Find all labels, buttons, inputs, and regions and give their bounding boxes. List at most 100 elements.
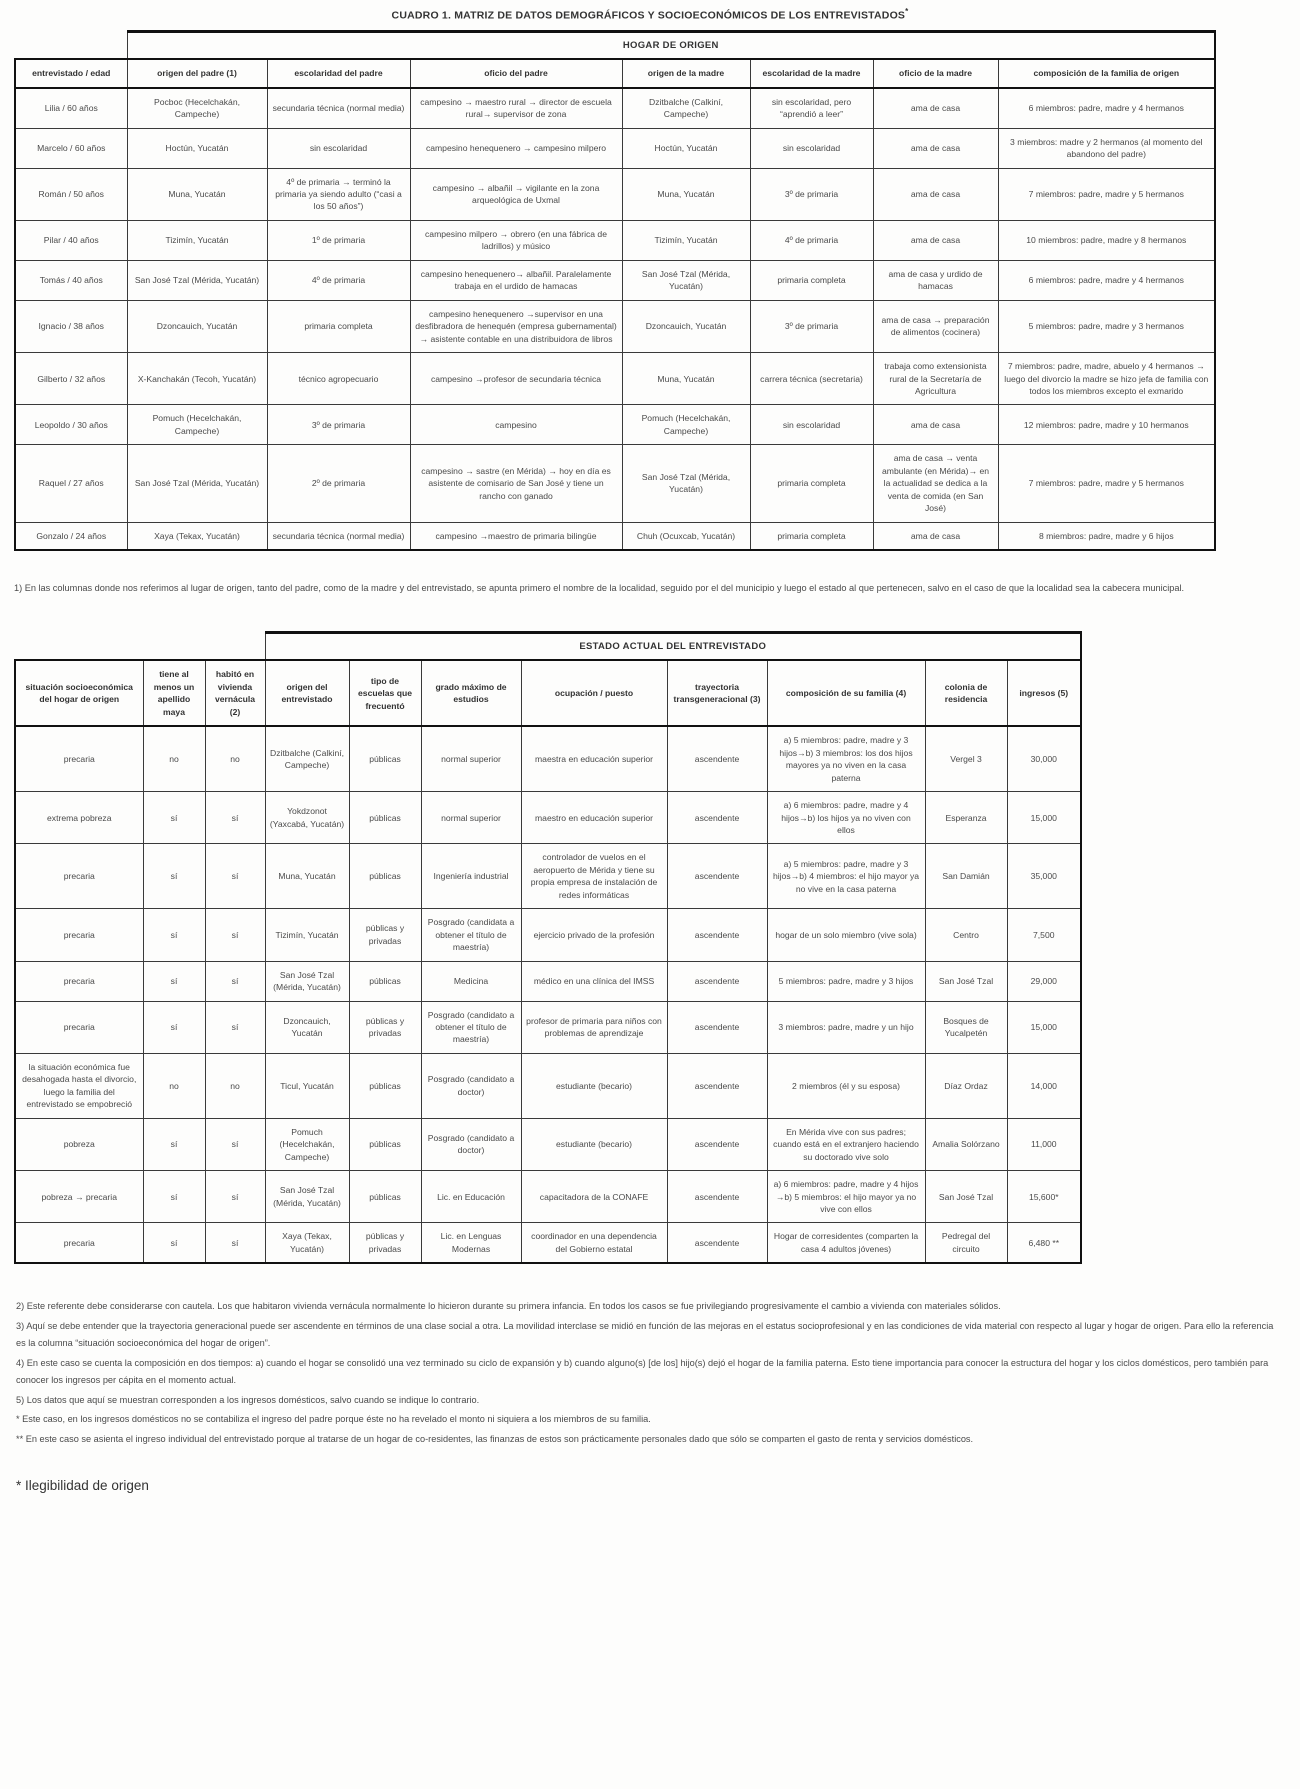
table2-band-spacer bbox=[15, 632, 265, 660]
table-cell: médico en una clínica del IMSS bbox=[520, 960, 668, 1002]
footnote-4: 4) En este caso se cuenta la composición… bbox=[16, 1357, 1269, 1386]
col-colonia: colonia de residencia bbox=[924, 659, 1008, 728]
table-cell: extrema pobreza bbox=[14, 791, 144, 845]
table-cell: 3 miembros: padre, madre y un hijo bbox=[766, 1000, 926, 1054]
table-cell: ascendente bbox=[666, 725, 768, 793]
table-cell: Chuh (Ocuxcab, Yucatán) bbox=[621, 521, 751, 552]
table-cell: sí bbox=[142, 1117, 206, 1172]
col-composicion-familia-origen: composición de la familia de origen bbox=[997, 58, 1217, 89]
col-oficio-padre: oficio del padre bbox=[409, 58, 623, 89]
table-cell: Dzoncauich, Yucatán bbox=[264, 1000, 350, 1054]
table-cell: Lilia / 60 años bbox=[14, 87, 128, 129]
table-cell: públicas bbox=[348, 1052, 422, 1119]
table-cell: 4º de primaria bbox=[266, 259, 411, 301]
table-cell: secundaria técnica (normal media) bbox=[266, 521, 411, 552]
table-row: precaria no no Dzitbalche (Calkiní, Campech… bbox=[14, 725, 1083, 793]
table-row: Raquel / 27 años San José Tzal (Mérida, Y… bbox=[14, 444, 1217, 523]
table-cell: Muna, Yucatán bbox=[126, 167, 268, 221]
table1-body: Lilia / 60 años Pocboc (Hecelchakán, Camp… bbox=[14, 87, 1217, 552]
table-cell: Ignacio / 38 años bbox=[14, 299, 128, 354]
col-situacion-socioeconomica: situación socioeconómica del hogar de or… bbox=[14, 659, 144, 728]
table-cell: ama de casa bbox=[872, 127, 999, 169]
table-cell: campesino →profesor de secundaria técnic… bbox=[409, 352, 623, 406]
table-cell: Ingeniería industrial bbox=[420, 843, 522, 910]
table-cell: ama de casa bbox=[872, 87, 999, 129]
table-cell: Hogar de corresidentes (comparten la cas… bbox=[766, 1222, 926, 1265]
table-cell: sin escolaridad, pero “aprendió a leer” bbox=[749, 87, 874, 129]
table-cell: campesino henequenero →supervisor en una… bbox=[409, 299, 623, 354]
table-cell: Raquel / 27 años bbox=[14, 444, 128, 523]
table-cell: ama de casa y urdido de hamacas bbox=[872, 259, 999, 301]
page-title: CUADRO 1. MATRIZ DE DATOS DEMOGRÁFICOS Y… bbox=[0, 0, 1300, 22]
table-row: Marcelo / 60 años Hoctún, Yucatán sin esco… bbox=[14, 127, 1217, 169]
table-cell: estudiante (becario) bbox=[520, 1052, 668, 1119]
table-cell: primaria completa bbox=[749, 444, 874, 523]
table-cell: ascendente bbox=[666, 908, 768, 962]
col-vivienda-vernacula: habitó en vivienda vernácula (2) bbox=[204, 659, 266, 728]
table-cell: ama de casa → preparación de alimentos (… bbox=[872, 299, 999, 354]
table-cell: Leopoldo / 30 años bbox=[14, 404, 128, 446]
table-cell: Posgrado (candidata a obtener el título … bbox=[420, 908, 522, 962]
table-cell: 29,000 bbox=[1006, 960, 1083, 1002]
col-apellido-maya: tiene al menos un apellido maya bbox=[142, 659, 206, 728]
footnote-5: 5) Los datos que aquí se muestran corres… bbox=[16, 1394, 480, 1405]
table-cell: precaria bbox=[14, 1000, 144, 1054]
table-cell: 3 miembros: madre y 2 hermanos (al momen… bbox=[997, 127, 1217, 169]
table-cell: 6,480 ** bbox=[1006, 1222, 1083, 1265]
table-cell: sí bbox=[204, 908, 266, 962]
table-cell: San José Tzal (Mérida, Yucatán) bbox=[621, 444, 751, 523]
table-cell: precaria bbox=[14, 1222, 144, 1265]
illegibility-note: * Ilegibilidad de origen bbox=[16, 1478, 149, 1494]
table-cell: capacitadora de la CONAFE bbox=[520, 1170, 668, 1224]
table-cell: ama de casa bbox=[872, 404, 999, 446]
table-row: precaria sí sí Tizimín, Yucatán públicas y p… bbox=[14, 908, 1083, 962]
table-cell: 7 miembros: padre, madre y 5 hermanos bbox=[997, 444, 1217, 523]
col-ingresos: ingresos (5) bbox=[1006, 659, 1083, 728]
table-cell: campesino milpero → obrero (en una fábri… bbox=[409, 219, 623, 261]
table-cell: Pilar / 40 años bbox=[14, 219, 128, 261]
table-cell: Posgrado (candidato a doctor) bbox=[420, 1117, 522, 1172]
table1-band-row: HOGAR DE ORIGEN bbox=[15, 29, 1217, 61]
table-cell: primaria completa bbox=[749, 521, 874, 552]
table-cell: Centro bbox=[924, 908, 1008, 962]
table-cell: ascendente bbox=[666, 1222, 768, 1265]
table-cell: Lic. en Educación bbox=[420, 1170, 522, 1224]
estado-actual-table: ESTADO ACTUAL DEL ENTREVISTADO situación… bbox=[14, 630, 1083, 1265]
table-cell: maestra en educación superior bbox=[520, 725, 668, 793]
table-cell: campesino henequenero → campesino milper… bbox=[409, 127, 623, 169]
table-cell: 1º de primaria bbox=[266, 219, 411, 261]
table-cell: pobreza bbox=[14, 1117, 144, 1172]
table-cell: públicas bbox=[348, 791, 422, 845]
table-cell: a) 5 miembros: padre, madre y 3 hijos→b)… bbox=[766, 725, 926, 793]
table-cell: públicas y privadas bbox=[348, 1222, 422, 1265]
table-cell: campesino → maestro rural → director de … bbox=[409, 87, 623, 129]
table-cell: públicas bbox=[348, 725, 422, 793]
table-cell: secundaria técnica (normal media) bbox=[266, 87, 411, 129]
table-cell: sí bbox=[204, 960, 266, 1002]
col-ocupacion-puesto: ocupación / puesto bbox=[520, 659, 668, 728]
table-cell: 5 miembros: padre, madre y 3 hijos bbox=[766, 960, 926, 1002]
table-cell: San José Tzal (Mérida, Yucatán) bbox=[621, 259, 751, 301]
table-cell: Amalia Solórzano bbox=[924, 1117, 1008, 1172]
table-cell: Dzitbalche (Calkiní, Campeche) bbox=[264, 725, 350, 793]
table-cell: sí bbox=[204, 1000, 266, 1054]
table2-body: precaria no no Dzitbalche (Calkiní, Campech… bbox=[14, 725, 1083, 1265]
table-row: Pilar / 40 años Tizimín, Yucatán 1º de pri… bbox=[14, 219, 1217, 261]
table-cell: Román / 50 años bbox=[14, 167, 128, 221]
table-cell: 2 miembros (él y su esposa) bbox=[766, 1052, 926, 1119]
col-composicion-familia: composición de su familia (4) bbox=[766, 659, 926, 728]
table-cell: Díaz Ordaz bbox=[924, 1052, 1008, 1119]
table-cell: 14,000 bbox=[1006, 1052, 1083, 1119]
table-cell: 4º de primaria → terminó la primaria ya … bbox=[266, 167, 411, 221]
table-cell: ascendente bbox=[666, 843, 768, 910]
table-cell: campesino →maestro de primaria bilingüe bbox=[409, 521, 623, 552]
table-cell: ascendente bbox=[666, 1052, 768, 1119]
table-cell: sí bbox=[142, 960, 206, 1002]
page-title-text: CUADRO 1. MATRIZ DE DATOS DEMOGRÁFICOS Y… bbox=[391, 9, 906, 22]
table-row: pobreza sí sí Pomuch (Hecelchakán, Campeche… bbox=[14, 1117, 1083, 1172]
col-entrevistado-edad: entrevistado / edad bbox=[14, 58, 128, 89]
table-cell: Dzoncauich, Yucatán bbox=[126, 299, 268, 354]
table-row: pobreza → precaria sí sí San José Tzal (Mér… bbox=[14, 1170, 1083, 1224]
table-cell: En Mérida vive con sus padres; cuando es… bbox=[766, 1117, 926, 1172]
table-cell: 5 miembros: padre, madre y 3 hermanos bbox=[997, 299, 1217, 354]
